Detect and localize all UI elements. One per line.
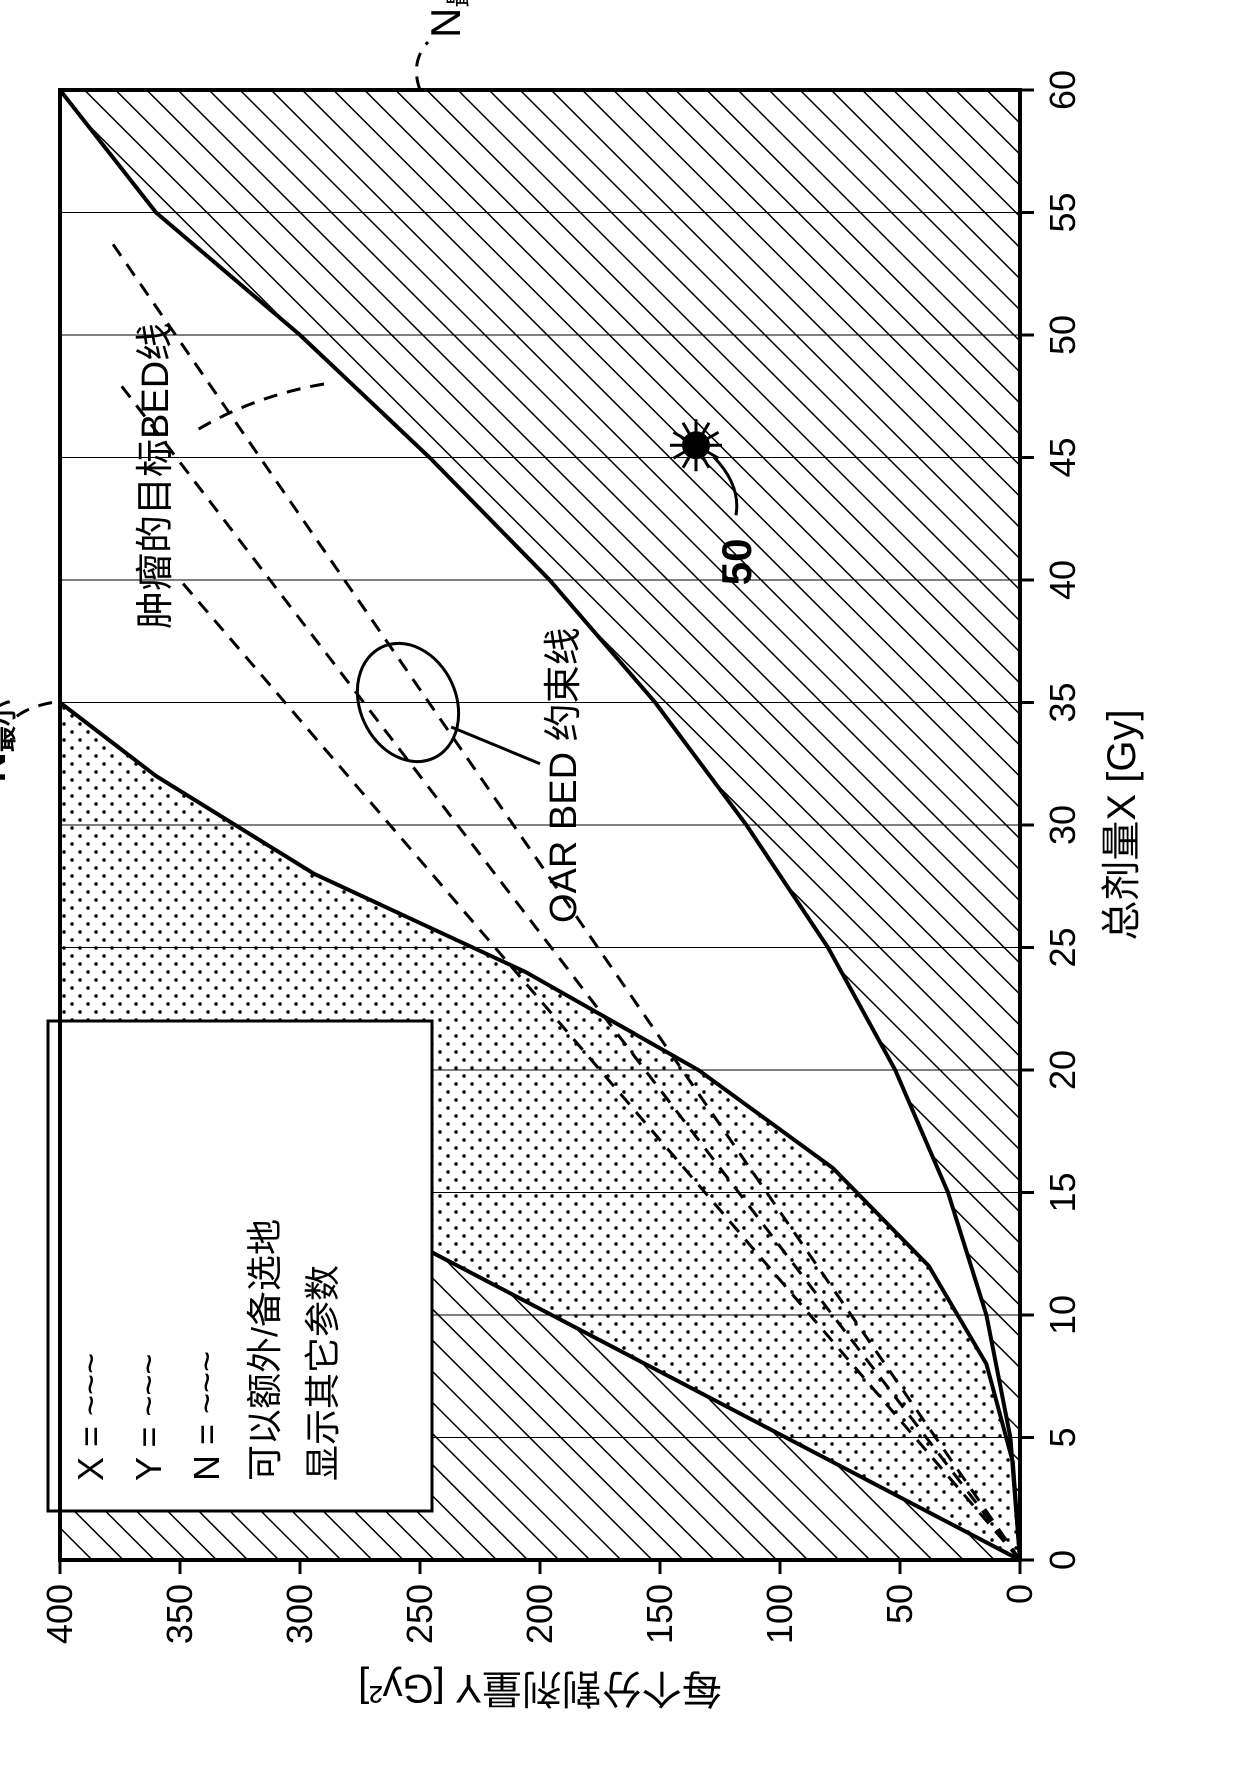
- y-axis-label: 每个分割剂量Y [Gy²]: [358, 1666, 722, 1710]
- x-tick-label: 45: [1042, 437, 1083, 477]
- legend-line: N = ~~~: [186, 1351, 227, 1481]
- y-tick-label: 250: [399, 1584, 440, 1644]
- legend-line: 可以额外/备选地: [244, 1219, 285, 1481]
- x-tick-label: 15: [1042, 1172, 1083, 1212]
- x-axis-label: 总剂量X [Gy]: [1100, 709, 1144, 940]
- x-tick-label: 40: [1042, 560, 1083, 600]
- x-tick-label: 60: [1042, 70, 1083, 110]
- x-tick-label: 50: [1042, 315, 1083, 355]
- x-tick-label: 5: [1042, 1427, 1083, 1447]
- legend-line: 显示其它参数: [302, 1265, 343, 1481]
- x-tick-label: 20: [1042, 1050, 1083, 1090]
- chart-container: 50肿瘤的目标BED线OAR BED 约束线N最小N最大X = ~~~Y = ~…: [0, 0, 1240, 1792]
- chart-svg: 50肿瘤的目标BED线OAR BED 约束线N最小N最大X = ~~~Y = ~…: [0, 0, 1240, 1792]
- target-bed-label: 肿瘤的目标BED线: [135, 323, 177, 629]
- x-tick-label: 55: [1042, 192, 1083, 232]
- x-tick-label: 25: [1042, 927, 1083, 967]
- x-tick-label: 10: [1042, 1295, 1083, 1335]
- legend-line: X = ~~~: [70, 1353, 111, 1481]
- y-tick-label: 150: [639, 1584, 680, 1644]
- y-tick-label: 200: [519, 1584, 560, 1644]
- n-max-label: N最大: [422, 0, 474, 38]
- y-tick-label: 300: [279, 1584, 320, 1644]
- n-min-label: N最小: [0, 700, 19, 782]
- x-tick-label: 0: [1042, 1550, 1083, 1570]
- y-tick-label: 350: [159, 1584, 200, 1644]
- legend-line: Y = ~~~: [128, 1354, 169, 1481]
- x-tick-label: 30: [1042, 805, 1083, 845]
- y-tick-label: 0: [999, 1584, 1040, 1604]
- x-tick-label: 35: [1042, 682, 1083, 722]
- y-tick-label: 400: [39, 1584, 80, 1644]
- marker-label: 50: [713, 539, 760, 586]
- y-tick-label: 50: [879, 1584, 920, 1624]
- oar-label: OAR BED 约束线: [543, 627, 585, 923]
- y-tick-label: 100: [759, 1584, 800, 1644]
